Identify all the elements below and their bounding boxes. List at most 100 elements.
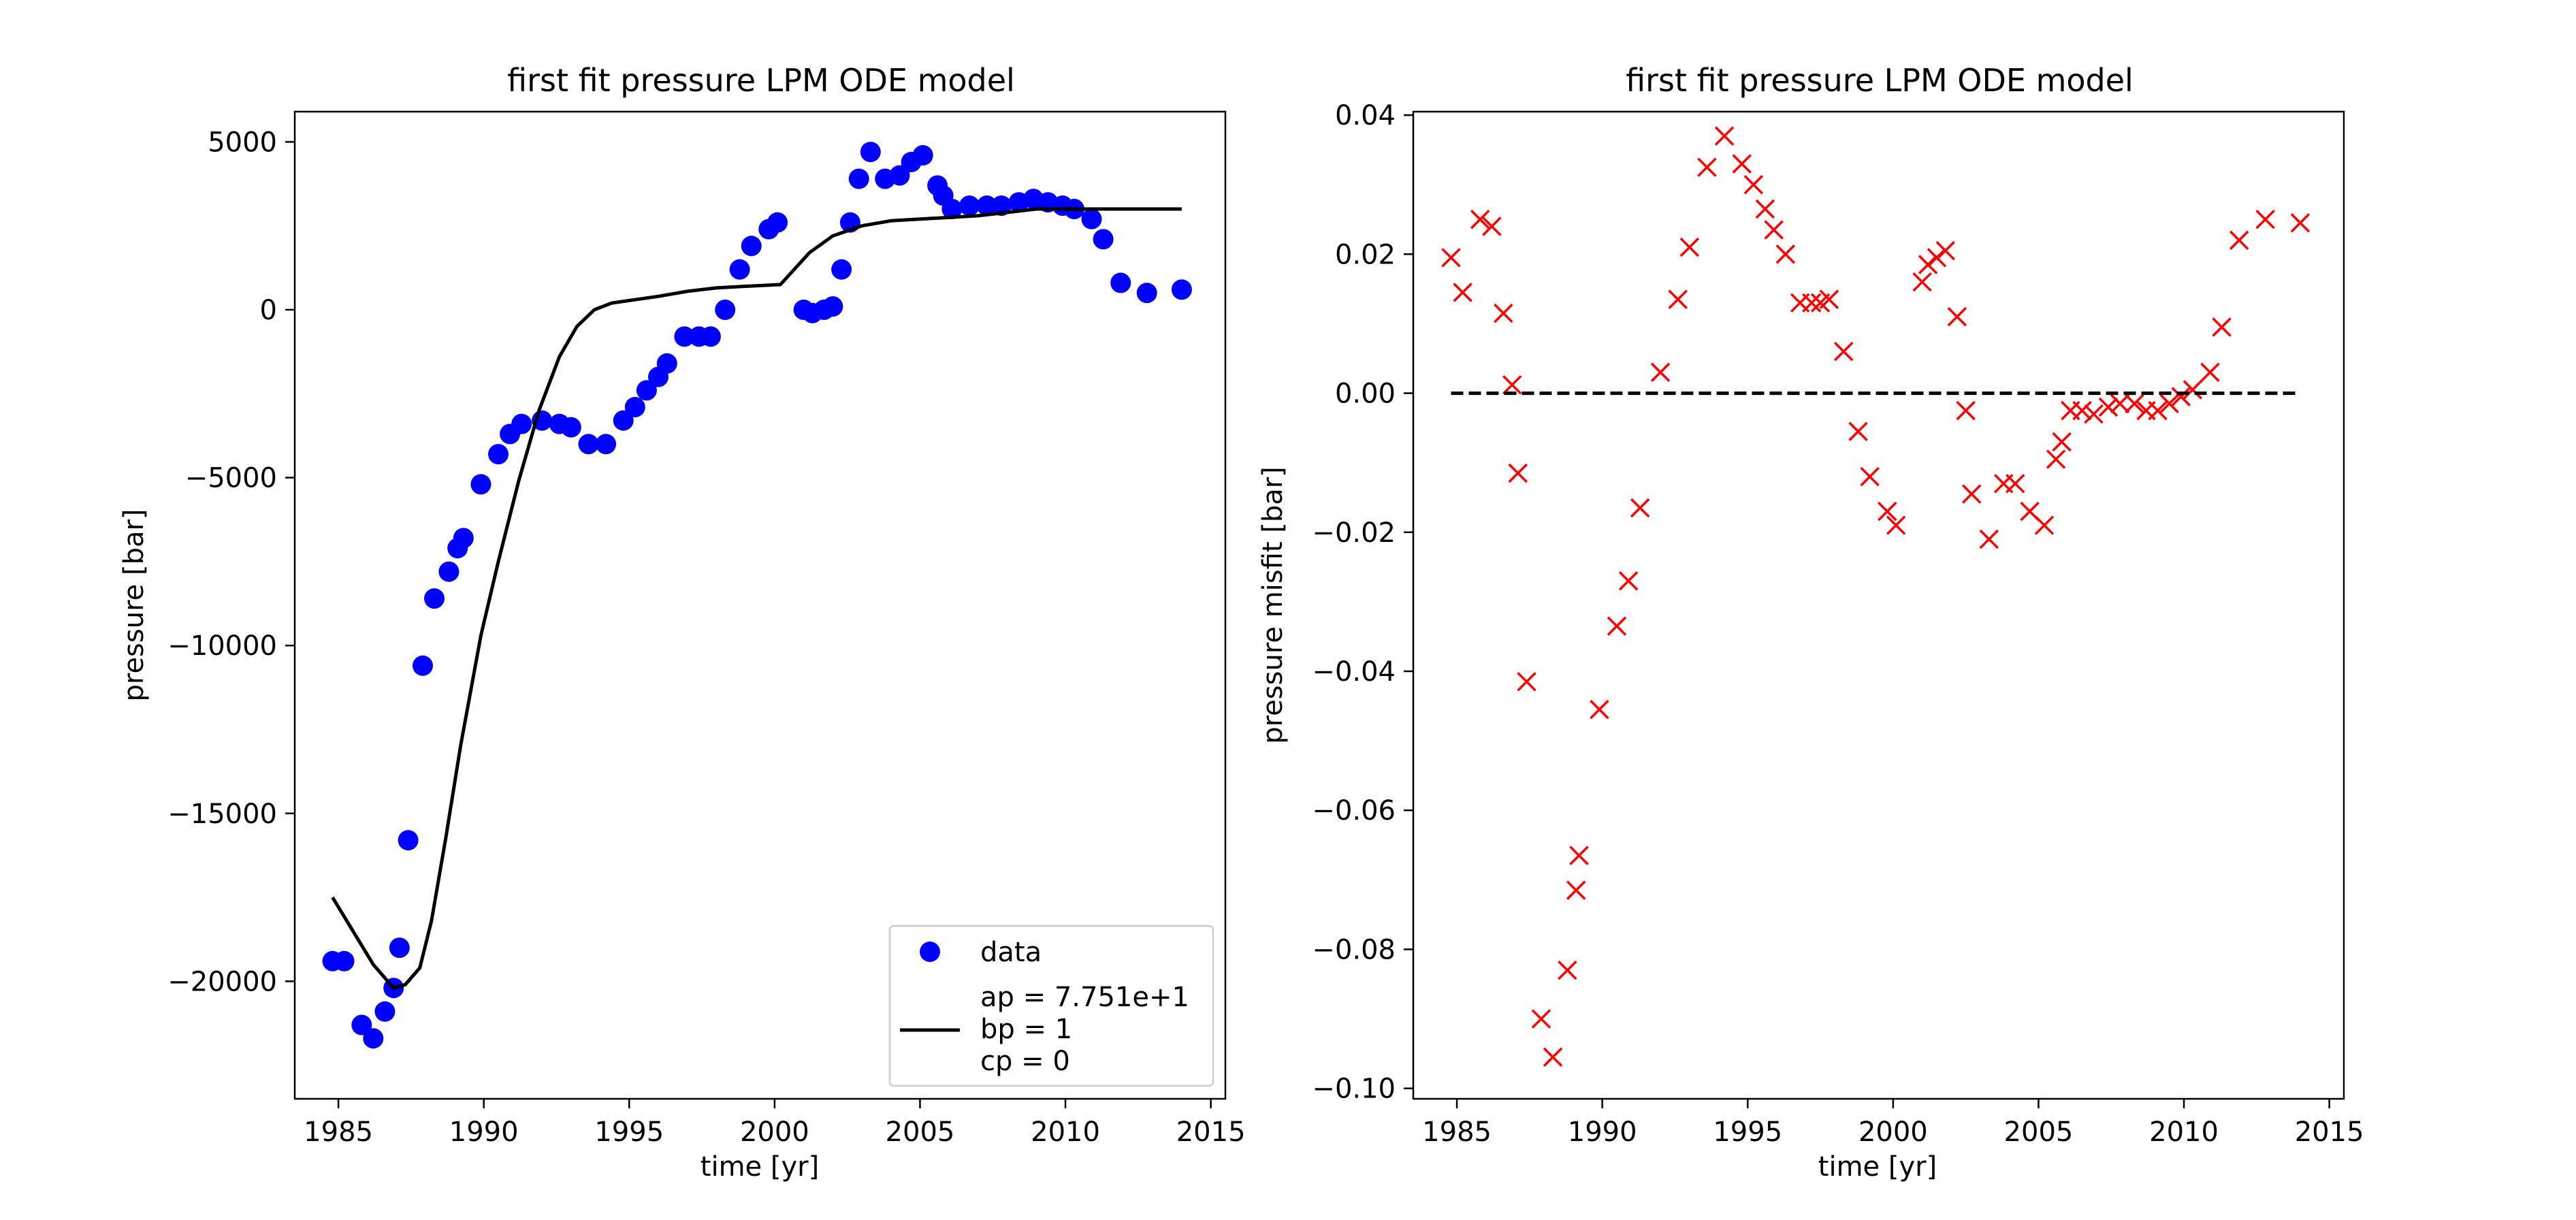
data-point [674, 326, 695, 347]
model-fit-line [331, 207, 1182, 990]
misfit-x-tick-label: 1990 [1568, 1117, 1637, 1148]
misfit-point [1802, 293, 1822, 313]
pressure-axis-ticks: 1985 1990 1995 2000 2005 2010 2015 5000 0 −5000 −1… [167, 127, 1245, 1148]
misfit-point [1453, 283, 1472, 302]
misfit-point [1630, 498, 1650, 518]
misfit-point [1618, 571, 1639, 591]
misfit-y-tick-label: −0.02 [1312, 517, 1396, 549]
misfit-x-tick-label: 2000 [1858, 1117, 1928, 1148]
misfit-point [2125, 394, 2144, 414]
misfit-x-tick-label: 1985 [1422, 1117, 1492, 1148]
misfit-point [1956, 400, 1976, 421]
misfit-point [1543, 1047, 1563, 1067]
misfit-axis-ticks: 1985 1990 1995 2000 2005 2010 2015 0.04 0.02 0.00… [1312, 100, 2364, 1148]
misfit-point [1517, 672, 1536, 692]
data-point [351, 1014, 372, 1036]
data-point [1136, 283, 1157, 304]
misfit-plot-frame [1412, 110, 2345, 1100]
misfit-point [2290, 213, 2311, 233]
misfit-y-tick-label: −0.10 [1312, 1074, 1396, 1105]
legend-data-marker [920, 942, 940, 962]
pressure-y-tick-label: 5000 [208, 127, 277, 158]
misfit-point [1848, 421, 1868, 441]
data-point [1110, 272, 1131, 293]
misfit-point [1482, 216, 1502, 236]
legend-data-label: data [980, 937, 1042, 968]
misfit-point [1834, 342, 1854, 362]
data-point [424, 588, 445, 609]
misfit-point [1668, 289, 1688, 309]
misfit-subplot: first fit pressure LPM ODE model 1985 199… [1257, 62, 2364, 1183]
data-point [976, 195, 997, 216]
data-point [941, 199, 963, 219]
misfit-point [1714, 126, 1735, 146]
data-point [624, 397, 645, 417]
misfit-point [2148, 400, 2168, 421]
data-point [822, 296, 843, 317]
pressure-x-tick-label: 2000 [740, 1117, 809, 1148]
pressure-plot-frame [293, 110, 1227, 1100]
data-point [438, 561, 460, 582]
data-point [860, 142, 881, 163]
data-point [596, 434, 617, 455]
misfit-point [2046, 449, 2066, 469]
misfit-point [1912, 272, 1932, 292]
misfit-point [1502, 375, 1522, 395]
misfit-point [2212, 317, 2232, 337]
misfit-y-tick-label: 0.00 [1335, 379, 1396, 410]
misfit-point [2229, 230, 2249, 251]
data-point [470, 474, 492, 495]
pressure-y-tick-label: 0 [260, 295, 277, 326]
data-point [560, 417, 581, 438]
misfit-point [1531, 1009, 1551, 1029]
misfit-point [1918, 255, 1938, 274]
misfit-point [2255, 210, 2275, 229]
pressure-x-tick-label: 2005 [886, 1117, 955, 1148]
misfit-point [2159, 394, 2179, 414]
data-point [700, 326, 721, 347]
data-point [729, 259, 750, 280]
misfit-y-axis-label: pressure misfit [bar] [1257, 466, 1289, 744]
misfit-point [1961, 484, 1982, 504]
data-point [363, 1028, 384, 1049]
misfit-point [1470, 210, 1490, 229]
misfit-point [2084, 404, 2104, 424]
data-point [1093, 229, 1114, 250]
misfit-point [1566, 880, 1586, 900]
pressure-y-axis-label: pressure [bar] [118, 509, 150, 701]
misfit-point [2110, 394, 2130, 414]
misfit-point [1441, 248, 1461, 268]
misfit-x-tick-label: 2005 [2004, 1117, 2074, 1148]
misfit-y-tick-label: 0.04 [1335, 100, 1396, 131]
legend-model-label-line-2: bp = 1 [980, 1014, 1072, 1045]
legend-model-label-line-3: cp = 0 [980, 1046, 1070, 1077]
misfit-x-axis-label: time [yr] [1818, 1151, 1937, 1183]
data-point [767, 212, 788, 233]
pressure-x-tick-label: 2015 [1176, 1117, 1246, 1148]
pressure-x-tick-label: 1990 [449, 1117, 519, 1148]
legend: data ap = 7.751e+1 bp = 1 cp = 0 [888, 925, 1214, 1087]
misfit-point [1508, 463, 1528, 483]
misfit-point [1764, 220, 1784, 240]
misfit-point [2034, 515, 2055, 535]
data-point [613, 410, 634, 431]
pressure-chart-title: first fit pressure LPM ODE model [507, 62, 1015, 99]
pressure-x-tick-label: 1985 [304, 1117, 373, 1148]
pressure-subplot: first fit pressure LPM ODE model 1985 199… [118, 62, 1246, 1183]
data-point [715, 300, 736, 320]
misfit-x-tick-label: 2015 [2295, 1117, 2364, 1148]
misfit-point [2072, 400, 2092, 421]
pressure-x-axis-label: time [yr] [701, 1151, 819, 1183]
misfit-point [1927, 248, 1947, 268]
misfit-point [1886, 515, 1906, 535]
pressure-y-tick-label: −20000 [167, 966, 277, 997]
misfit-point [1755, 199, 1775, 219]
legend-box [888, 925, 1214, 1087]
misfit-point [1878, 501, 1897, 521]
misfit-point [1979, 529, 1999, 549]
data-point [453, 528, 474, 549]
data-point [741, 236, 762, 257]
misfit-point [1650, 362, 1671, 383]
pressure-y-tick-label: −5000 [185, 463, 277, 494]
misfit-point [1558, 960, 1577, 980]
